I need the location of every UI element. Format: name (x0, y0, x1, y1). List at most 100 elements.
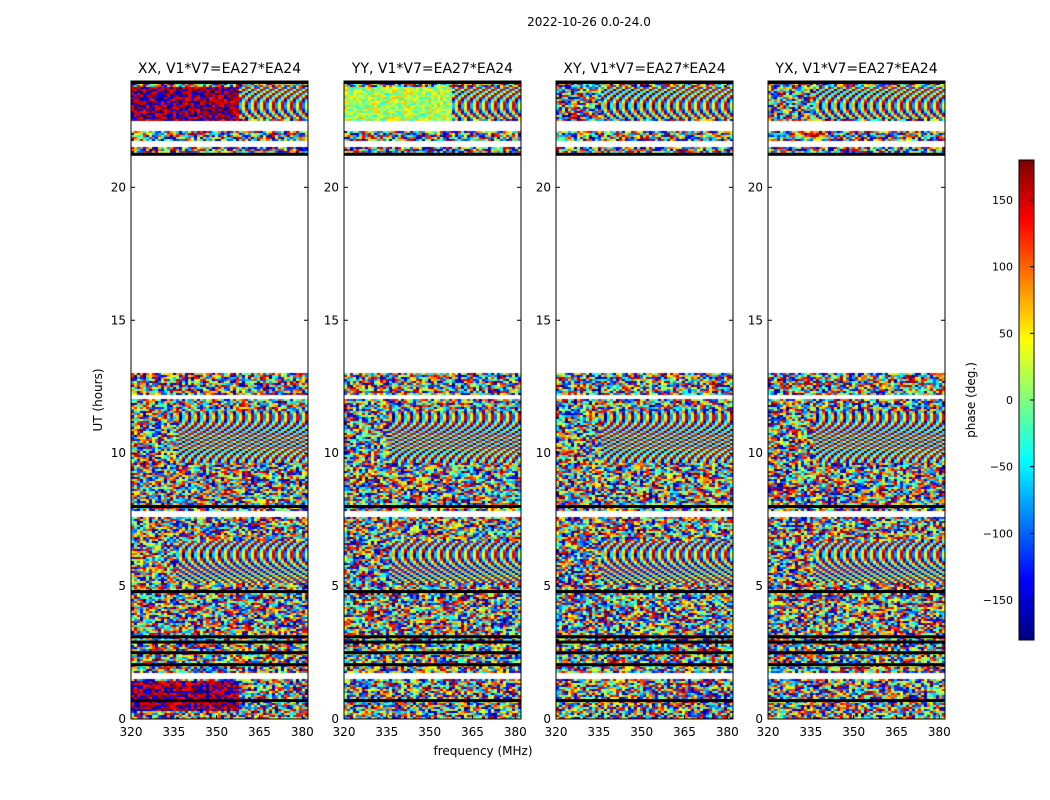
panel-yx: YX, V1*V7=EA27*EA24 320 335 350 365 380 0 5 10 15… (748, 61, 951, 739)
panels: XX, V1*V7=EA27*EA24 320 335 350 365 380 0 5 10 15… (111, 61, 951, 739)
y-tick-label: 20 (536, 180, 551, 194)
y-tick-label: 5 (331, 579, 339, 593)
y-tick-label: 10 (748, 446, 763, 460)
flag-row (131, 663, 308, 667)
y-tick-label: 0 (543, 712, 551, 726)
colorbar-tick-label: −50 (990, 461, 1013, 474)
figure-title: 2022-10-26 0.0-24.0 (527, 15, 651, 29)
flag-row (131, 699, 308, 703)
x-tick-label: 380 (504, 725, 527, 739)
flag-row (768, 651, 945, 655)
flag-row (131, 590, 308, 594)
flag-row (344, 635, 521, 639)
flag-row (768, 663, 945, 667)
x-tick-label: 320 (333, 725, 356, 739)
colorbar-tick-label: −100 (983, 527, 1013, 540)
flag-row (768, 699, 945, 703)
x-tick-label: 380 (716, 725, 739, 739)
x-tick-label: 335 (375, 725, 398, 739)
y-axis-label: UT (hours) (91, 368, 105, 431)
flag-row (131, 640, 308, 644)
y-tick-label: 5 (118, 579, 126, 593)
flag-row (131, 651, 308, 655)
colorbar-tick-label: 150 (992, 194, 1013, 207)
flag-row (344, 152, 521, 156)
flag-row (556, 640, 733, 644)
y-tick-label: 20 (324, 180, 339, 194)
flag-row (556, 152, 733, 156)
panel-xx-title: XX, V1*V7=EA27*EA24 (138, 61, 301, 77)
x-tick-label: 320 (120, 725, 143, 739)
flag-row (768, 81, 945, 84)
panel-xx-heatmap (131, 81, 308, 719)
panel-xy-heatmap (556, 81, 733, 719)
flag-row (131, 505, 308, 509)
x-tick-label: 365 (461, 725, 484, 739)
panel-xy-title: XY, V1*V7=EA27*EA24 (563, 61, 725, 77)
colorbar-label: phase (deg.) (964, 362, 978, 438)
flag-row (768, 640, 945, 644)
x-tick-label: 350 (630, 725, 653, 739)
colorbar-tick-label: 100 (992, 261, 1013, 274)
flag-row (556, 663, 733, 667)
y-tick-label: 15 (324, 313, 339, 327)
y-tick-label: 5 (755, 579, 763, 593)
panel-xy-frame (555, 80, 734, 720)
flag-row (344, 590, 521, 594)
x-tick-label: 320 (545, 725, 568, 739)
flag-row (344, 651, 521, 655)
x-tick-label: 365 (885, 725, 908, 739)
colorbar-ticks: −150 −100 −50 0 50 100 150 (983, 194, 1034, 607)
x-tick-label: 350 (418, 725, 441, 739)
x-tick-label: 350 (842, 725, 865, 739)
flag-row (768, 635, 945, 639)
flag-row (131, 81, 308, 84)
x-tick-label: 380 (928, 725, 951, 739)
y-tick-label: 10 (536, 446, 551, 460)
flag-row (344, 505, 521, 509)
flag-row (768, 590, 945, 594)
colorbar-tick-label: 0 (1006, 394, 1013, 407)
flag-row (768, 152, 945, 156)
x-axis-label: frequency (MHz) (433, 744, 532, 758)
panel-yy-title: YY, V1*V7=EA27*EA24 (351, 61, 513, 77)
x-tick-label: 365 (673, 725, 696, 739)
panel-yy: YY, V1*V7=EA27*EA24 320 335 350 365 380 0 5 10 15… (324, 61, 527, 739)
flag-row (556, 590, 733, 594)
flag-row (556, 505, 733, 509)
panel-yy-frame (343, 80, 522, 720)
flag-row (344, 699, 521, 703)
y-tick-label: 0 (331, 712, 339, 726)
x-tick-label: 320 (757, 725, 780, 739)
colorbar-tick-label: 50 (999, 327, 1013, 340)
y-tick-label: 20 (111, 180, 126, 194)
y-tick-label: 10 (111, 446, 126, 460)
colorbar-tick-label: −150 (983, 594, 1013, 607)
x-tick-label: 350 (205, 725, 228, 739)
flag-row (344, 640, 521, 644)
x-tick-label: 365 (248, 725, 271, 739)
flag-row (768, 505, 945, 509)
flag-row (344, 663, 521, 667)
x-tick-label: 380 (291, 725, 314, 739)
panel-yx-title: YX, V1*V7=EA27*EA24 (774, 61, 937, 77)
panel-xx-frame (130, 80, 309, 720)
panel-xy: XY, V1*V7=EA27*EA24 320 335 350 365 380 0 5 10 15… (536, 61, 739, 739)
y-tick-label: 15 (111, 313, 126, 327)
y-tick-label: 5 (543, 579, 551, 593)
flag-row (344, 81, 521, 84)
colorbar: −150 −100 −50 0 50 100 150 phase (deg.) (964, 159, 1035, 641)
x-tick-label: 335 (162, 725, 185, 739)
panel-yx-frame (767, 80, 946, 720)
y-tick-label: 0 (118, 712, 126, 726)
flag-row (556, 699, 733, 703)
flag-row (131, 635, 308, 639)
flag-row (131, 152, 308, 156)
y-tick-label: 20 (748, 180, 763, 194)
x-tick-label: 335 (799, 725, 822, 739)
y-tick-label: 0 (755, 712, 763, 726)
x-tick-label: 335 (587, 725, 610, 739)
flag-row (556, 651, 733, 655)
flag-row (556, 81, 733, 84)
